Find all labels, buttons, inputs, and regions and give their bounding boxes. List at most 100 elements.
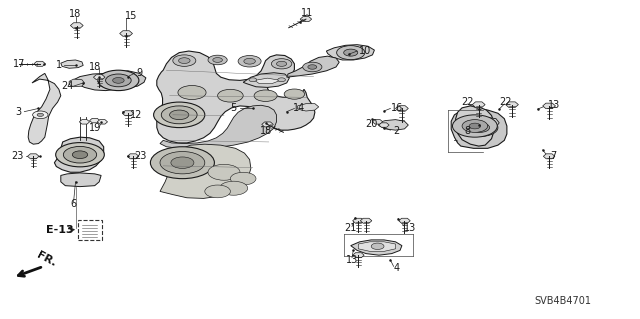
Circle shape [171, 157, 194, 168]
Polygon shape [255, 78, 280, 84]
Circle shape [106, 74, 131, 87]
Circle shape [98, 70, 139, 91]
Circle shape [249, 78, 257, 82]
Text: 18: 18 [88, 62, 101, 72]
Circle shape [284, 89, 305, 99]
Polygon shape [396, 106, 408, 111]
Polygon shape [93, 75, 105, 80]
Polygon shape [160, 105, 276, 148]
Polygon shape [97, 120, 108, 124]
Text: 3: 3 [15, 107, 21, 117]
Circle shape [220, 181, 248, 195]
Polygon shape [61, 60, 83, 68]
Circle shape [230, 172, 256, 185]
Polygon shape [54, 137, 104, 172]
Polygon shape [28, 73, 61, 144]
Circle shape [173, 55, 196, 66]
Text: 16: 16 [390, 103, 403, 114]
Text: 17: 17 [13, 59, 26, 69]
Polygon shape [353, 253, 364, 258]
Text: 10: 10 [358, 46, 371, 56]
Text: 14: 14 [293, 103, 306, 114]
Circle shape [37, 113, 44, 116]
Circle shape [308, 65, 317, 69]
Text: 23: 23 [134, 151, 147, 161]
Circle shape [303, 62, 322, 72]
Circle shape [271, 59, 292, 69]
Polygon shape [466, 117, 499, 129]
Polygon shape [262, 122, 273, 127]
Text: 1: 1 [56, 60, 62, 70]
Circle shape [179, 58, 190, 63]
Circle shape [462, 120, 488, 132]
Circle shape [276, 61, 287, 66]
Polygon shape [90, 118, 100, 123]
Circle shape [72, 151, 88, 159]
Circle shape [208, 55, 227, 65]
Polygon shape [243, 73, 289, 87]
Polygon shape [399, 218, 410, 223]
Polygon shape [353, 218, 364, 223]
Polygon shape [300, 17, 312, 22]
Polygon shape [351, 240, 402, 255]
Circle shape [337, 46, 365, 60]
Text: 24: 24 [61, 81, 74, 91]
Text: 18: 18 [69, 9, 82, 19]
Polygon shape [326, 45, 374, 60]
Circle shape [113, 78, 124, 83]
Polygon shape [106, 71, 146, 89]
Polygon shape [160, 144, 251, 198]
Polygon shape [122, 111, 134, 116]
Text: 22: 22 [499, 97, 512, 107]
Bar [78, 220, 102, 240]
Text: 7: 7 [550, 151, 557, 161]
Text: 6: 6 [70, 199, 77, 209]
Text: FR.: FR. [35, 250, 58, 269]
Circle shape [371, 243, 384, 249]
Polygon shape [69, 79, 84, 87]
Polygon shape [379, 123, 389, 127]
Text: 22: 22 [461, 97, 474, 107]
Circle shape [154, 102, 205, 128]
Text: 2: 2 [394, 126, 400, 136]
Text: 11: 11 [301, 8, 314, 18]
Text: 13: 13 [547, 100, 560, 110]
Circle shape [178, 85, 206, 100]
Text: 9: 9 [136, 68, 143, 78]
Circle shape [254, 90, 277, 101]
Text: 5: 5 [230, 103, 237, 114]
Text: 13: 13 [346, 255, 358, 265]
Circle shape [160, 152, 205, 174]
Text: 12: 12 [129, 110, 142, 120]
Circle shape [161, 106, 197, 124]
Circle shape [238, 56, 261, 67]
Circle shape [205, 185, 230, 198]
Circle shape [278, 78, 285, 82]
Polygon shape [451, 108, 507, 148]
Text: SVB4B4701: SVB4B4701 [534, 296, 592, 307]
Circle shape [469, 123, 481, 129]
Polygon shape [127, 154, 139, 159]
Text: E-13: E-13 [46, 225, 74, 235]
Text: 19: 19 [88, 122, 101, 133]
Polygon shape [360, 218, 372, 223]
Polygon shape [28, 154, 39, 159]
Text: 23: 23 [12, 151, 24, 161]
Circle shape [212, 57, 223, 62]
Text: 8: 8 [464, 126, 470, 136]
Polygon shape [61, 173, 101, 187]
Circle shape [170, 110, 189, 120]
Polygon shape [157, 51, 315, 143]
Polygon shape [456, 106, 494, 146]
Circle shape [63, 146, 97, 163]
Circle shape [462, 119, 498, 137]
Polygon shape [298, 104, 319, 111]
Text: 15: 15 [125, 11, 138, 21]
Text: 18: 18 [259, 126, 272, 136]
Circle shape [208, 164, 240, 180]
Polygon shape [543, 103, 556, 109]
Polygon shape [70, 23, 83, 28]
Circle shape [56, 143, 104, 167]
Circle shape [470, 123, 490, 132]
Circle shape [452, 115, 497, 137]
